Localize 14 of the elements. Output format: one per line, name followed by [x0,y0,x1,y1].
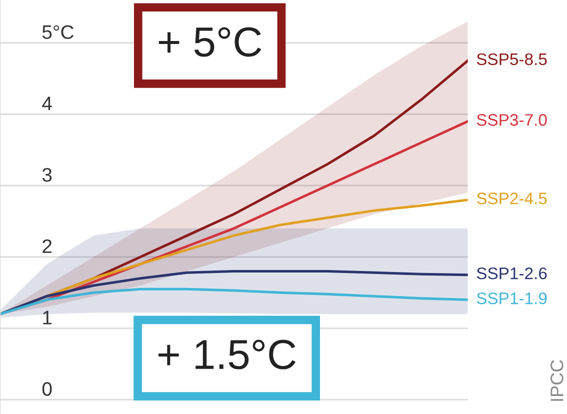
y-tick-label: 3 [42,168,52,182]
text: IPCC [550,360,564,401]
series-label: SSP2-4.5 [476,192,547,204]
series-label: SSP5-8.5 [476,53,547,66]
y-tick-label: 4 [42,96,52,110]
y-tick-label: 0 [42,382,52,396]
y-tick-label: 1 [43,310,52,324]
y-tick-label: 5°C [42,25,74,39]
annotation: + 1.5°C [158,340,296,370]
y-tick-label: 2 [42,239,52,253]
series-label: SSP1-1.9 [476,292,547,304]
series-label: SSP1-2.6 [476,267,547,280]
series-label: SSP3-7.0 [476,114,547,126]
annotation: + 5°C [158,27,262,57]
